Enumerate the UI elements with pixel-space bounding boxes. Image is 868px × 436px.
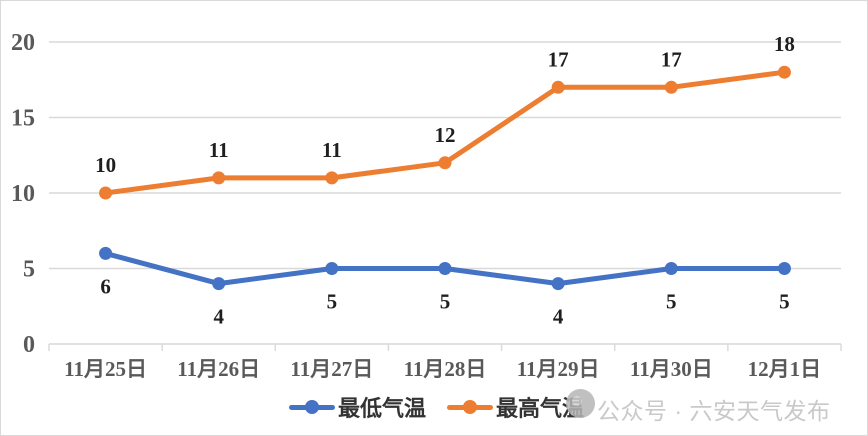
x-axis-category-label: 11月27日 bbox=[290, 357, 373, 381]
min-temp-series: 6 4 5 5 4 5 5 bbox=[99, 246, 791, 329]
y-axis-tick-label: 5 bbox=[23, 257, 35, 283]
min-temp-data-point bbox=[212, 277, 226, 291]
legend-item-min-temp: 最低气温 bbox=[289, 391, 426, 423]
max-temp-legend-dot-icon bbox=[463, 400, 478, 414]
y-axis-labels: 0 5 10 15 20 bbox=[11, 30, 35, 358]
x-axis-category-label: 11月28日 bbox=[404, 357, 487, 381]
legend-label-min-temp: 最低气温 bbox=[338, 396, 427, 421]
chart-legend: 最低气温 最高气温 bbox=[289, 393, 584, 421]
min-temp-data-point bbox=[777, 262, 791, 275]
y-axis-tick-label: 0 bbox=[23, 332, 35, 358]
legend-item-max-temp: 最高气温 bbox=[447, 391, 584, 423]
x-axis-category-label: 11月26日 bbox=[177, 357, 260, 381]
max-temp-data-label: 17 bbox=[661, 47, 682, 71]
min-temp-data-point bbox=[99, 246, 113, 260]
min-temp-data-point bbox=[664, 262, 678, 275]
max-temp-data-label: 11 bbox=[322, 138, 342, 162]
min-temp-data-label: 6 bbox=[100, 274, 111, 298]
max-temp-legend-marker-icon bbox=[447, 400, 494, 414]
max-temp-data-point bbox=[777, 65, 791, 79]
min-temp-data-point bbox=[438, 262, 452, 275]
max-temp-data-label: 17 bbox=[548, 47, 569, 71]
min-temp-data-point bbox=[551, 277, 565, 291]
min-temp-data-label: 4 bbox=[213, 305, 224, 329]
min-temp-legend-dot-icon bbox=[305, 400, 319, 414]
min-temp-data-label: 5 bbox=[327, 290, 338, 314]
max-temp-data-label: 12 bbox=[435, 123, 456, 147]
x-axis-labels: 11月25日 11月26日 11月27日 11月28日 11月29日 11月30日 12月1… bbox=[64, 357, 821, 381]
y-axis-tick-label: 10 bbox=[11, 181, 35, 207]
min-temp-data-label: 4 bbox=[553, 305, 564, 329]
min-temp-data-point bbox=[325, 262, 339, 275]
watermark-logo-icon bbox=[566, 389, 595, 418]
min-temp-data-label: 5 bbox=[666, 290, 677, 314]
x-axis-category-label: 11月30日 bbox=[630, 357, 713, 381]
max-temp-data-point bbox=[325, 171, 339, 185]
max-temp-data-label: 11 bbox=[209, 138, 229, 162]
min-temp-data-label: 5 bbox=[440, 290, 451, 314]
max-temp-series: 10 11 11 12 17 17 18 bbox=[95, 32, 795, 200]
max-temp-data-label: 10 bbox=[95, 153, 116, 177]
min-temp-data-label: 5 bbox=[779, 290, 790, 314]
x-axis-category-label: 11月29日 bbox=[517, 357, 600, 381]
x-axis-category-label: 12月1日 bbox=[748, 357, 822, 381]
min-temp-legend-marker-icon bbox=[289, 400, 335, 414]
max-temp-data-point bbox=[212, 171, 226, 185]
max-temp-data-label: 18 bbox=[774, 32, 795, 56]
max-temp-data-point bbox=[438, 156, 452, 170]
max-temp-data-point bbox=[551, 80, 565, 94]
max-temp-data-point bbox=[664, 80, 678, 94]
watermark-text: 公众号 · 六安天气发布 bbox=[597, 398, 831, 424]
x-axis-ticks bbox=[48, 344, 842, 351]
y-axis-tick-label: 15 bbox=[11, 106, 35, 132]
x-axis-category-label: 11月25日 bbox=[64, 357, 147, 381]
y-axis-tick-label: 20 bbox=[11, 30, 35, 56]
max-temp-data-point bbox=[99, 186, 113, 200]
